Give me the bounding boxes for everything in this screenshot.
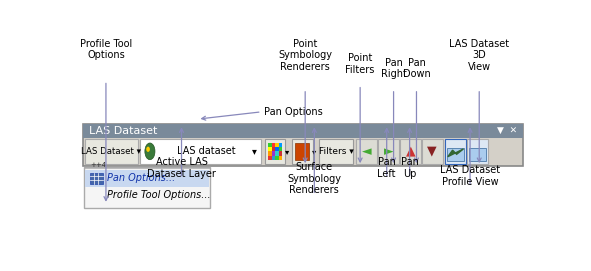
Text: ▼: ▼ — [427, 145, 437, 158]
Text: LAS Dataset
Profile View: LAS Dataset Profile View — [440, 165, 500, 187]
Text: Profile Tool Options...: Profile Tool Options... — [108, 190, 211, 200]
Bar — [268, 156, 272, 160]
Text: Pan
Right: Pan Right — [381, 57, 407, 79]
Bar — [275, 156, 278, 160]
FancyBboxPatch shape — [85, 167, 210, 208]
FancyBboxPatch shape — [422, 139, 443, 164]
Text: Surface
Symbology
Renderers: Surface Symbology Renderers — [287, 162, 342, 195]
Text: Point
Symbology
Renderers: Point Symbology Renderers — [278, 39, 332, 72]
Bar — [275, 151, 278, 156]
Bar — [90, 173, 103, 184]
Bar — [268, 151, 272, 156]
Text: ▾: ▾ — [285, 147, 290, 156]
FancyBboxPatch shape — [378, 139, 398, 164]
FancyBboxPatch shape — [83, 124, 522, 166]
Text: Pan
Up: Pan Up — [401, 157, 418, 179]
FancyBboxPatch shape — [140, 139, 261, 164]
Text: ▼  ✕: ▼ ✕ — [496, 127, 517, 136]
FancyBboxPatch shape — [265, 139, 285, 164]
FancyBboxPatch shape — [319, 139, 353, 164]
FancyBboxPatch shape — [400, 139, 421, 164]
Ellipse shape — [145, 143, 155, 160]
Bar — [272, 156, 275, 160]
Bar — [268, 147, 272, 151]
Bar — [275, 143, 278, 147]
Bar — [268, 143, 272, 147]
Text: LAS Dataset: LAS Dataset — [89, 126, 157, 136]
FancyBboxPatch shape — [356, 139, 376, 164]
FancyBboxPatch shape — [83, 124, 522, 138]
Text: Pan
Down: Pan Down — [402, 57, 430, 79]
Text: Pan Options: Pan Options — [264, 107, 323, 117]
Text: Active LAS
Dataset Layer: Active LAS Dataset Layer — [147, 157, 216, 179]
Bar — [278, 147, 282, 151]
Text: LAS dataset: LAS dataset — [177, 146, 236, 156]
Ellipse shape — [146, 147, 150, 152]
Text: ►: ► — [384, 145, 393, 158]
FancyBboxPatch shape — [85, 139, 138, 164]
Text: Filters ▾: Filters ▾ — [319, 147, 353, 156]
FancyBboxPatch shape — [292, 139, 313, 164]
Bar — [469, 148, 486, 161]
Text: Profile Tool
Options: Profile Tool Options — [80, 39, 132, 60]
Bar — [278, 143, 282, 147]
Text: Point
Filters: Point Filters — [346, 53, 375, 75]
Text: ▲: ▲ — [405, 145, 415, 158]
Text: ++4: ++4 — [90, 162, 106, 168]
Bar — [278, 151, 282, 156]
FancyBboxPatch shape — [467, 139, 488, 164]
Polygon shape — [448, 149, 463, 157]
Text: ▾: ▾ — [252, 146, 256, 156]
Text: LAS Dataset
3D
View: LAS Dataset 3D View — [449, 39, 509, 72]
FancyBboxPatch shape — [85, 170, 209, 187]
Text: ▾: ▾ — [312, 147, 316, 156]
Bar — [272, 151, 275, 156]
Bar — [295, 143, 310, 160]
FancyBboxPatch shape — [446, 139, 466, 164]
Text: LAS Dataset ▾: LAS Dataset ▾ — [81, 147, 141, 156]
Text: ◄: ◄ — [362, 145, 371, 158]
Bar — [275, 147, 278, 151]
Bar — [447, 148, 464, 161]
Bar — [272, 143, 275, 147]
Bar — [278, 156, 282, 160]
Bar — [272, 147, 275, 151]
Text: Pan Options...: Pan Options... — [108, 173, 176, 183]
Text: Pan
Left: Pan Left — [378, 157, 396, 179]
